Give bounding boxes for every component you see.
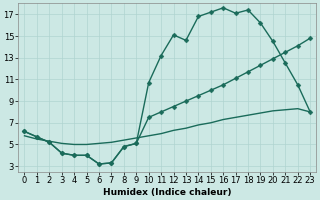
X-axis label: Humidex (Indice chaleur): Humidex (Indice chaleur): [103, 188, 232, 197]
